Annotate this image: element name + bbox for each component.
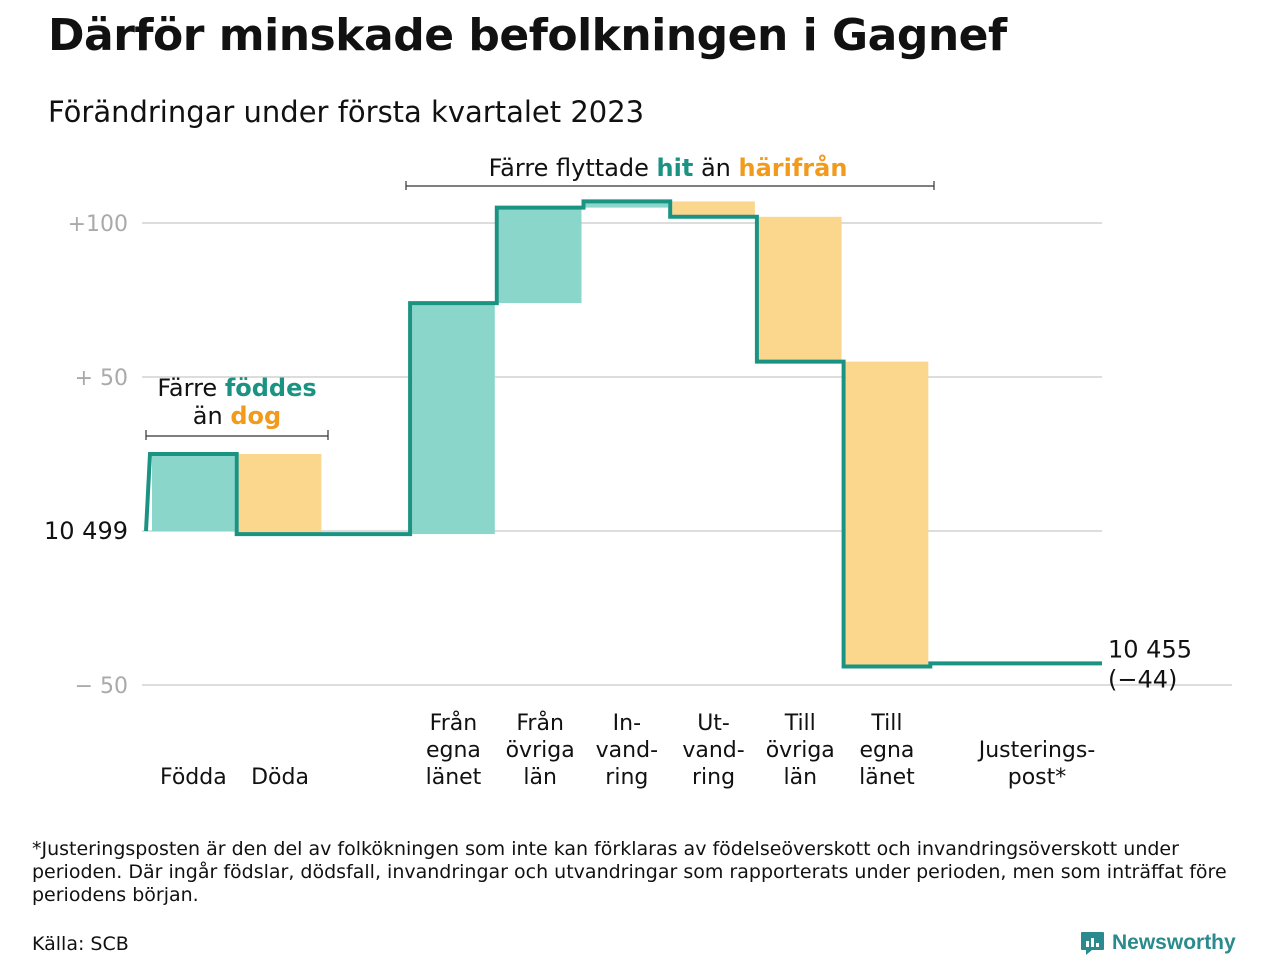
annotation-highlight-died: dog — [230, 402, 281, 430]
bar-increase — [498, 207, 582, 304]
newsworthy-logo-icon — [1081, 931, 1104, 955]
y-tick-label: + 50 — [75, 366, 128, 391]
x-axis-labels: Födda DödaFrånegnalänetFrånövrigalänIn-va… — [160, 710, 1095, 790]
x-category-label: övriga — [766, 738, 835, 763]
x-category-label: Födda — [160, 765, 227, 790]
annotation-bracket-births — [145, 430, 329, 440]
source-label: Källa: SCB — [32, 933, 129, 955]
x-category-label: län — [783, 765, 817, 790]
brand-name: Newsworthy — [1112, 931, 1236, 954]
annotation-highlight-out: härifrån — [739, 153, 848, 182]
x-category-label: Ut- — [697, 711, 730, 736]
annotation-births-line1: Färre föddes — [157, 374, 316, 402]
y-tick-label: +100 — [68, 212, 128, 237]
end-value-label: 10 455 — [1108, 635, 1192, 663]
bar-decrease — [758, 216, 842, 362]
x-category-label: Justerings- — [977, 738, 1096, 763]
bar-decrease — [238, 454, 322, 535]
y-axis-tick-labels: +100 + 50 − 50 — [68, 212, 128, 699]
x-category-label: länet — [859, 765, 915, 790]
annotation-highlight-in: hit — [657, 154, 694, 182]
waterfall-chart: +100+ 50− 50 Födda DödaFrånegnalänetFrånö… — [44, 153, 1232, 790]
x-category-label: ring — [692, 765, 735, 790]
x-category-label: vand- — [682, 738, 744, 763]
end-change-label: (−44) — [1108, 665, 1177, 693]
brand-logo: Newsworthy — [1079, 929, 1236, 957]
x-category-label: In- — [613, 711, 641, 736]
gridlines — [142, 222, 1232, 686]
x-category-label: Från — [430, 710, 478, 736]
bar-increase — [412, 303, 495, 535]
x-category-label: ring — [605, 765, 648, 790]
annotations: Färre föddes än dog Färre flyttade hit ä… — [145, 153, 935, 440]
x-category-label: Från — [516, 710, 564, 736]
bars — [152, 201, 929, 667]
step-line-layer — [144, 199, 1102, 669]
x-category-label: län — [523, 765, 557, 790]
annotation-highlight-born: föddes — [225, 374, 317, 402]
x-category-label: Till — [870, 711, 902, 736]
x-category-label: post* — [1008, 765, 1067, 790]
start-value-label: 10 499 — [44, 517, 128, 545]
annotation-births-line2: än dog — [193, 402, 281, 430]
chart-title: Därför minskade befolkningen i Gagnef — [48, 10, 1007, 61]
chart-subtitle: Förändringar under första kvartalet 2023 — [48, 95, 645, 129]
bar-decrease — [845, 361, 929, 667]
step-line — [144, 199, 1102, 669]
annotation-migration: Färre flyttade hit än härifrån — [489, 153, 848, 182]
footnote: *Justeringsposten är den del av folkökni… — [32, 838, 1227, 906]
y-tick-label: − 50 — [75, 674, 128, 699]
x-category-label: länet — [426, 765, 482, 790]
x-category-label: egna — [859, 738, 914, 763]
x-category-label: vand- — [596, 738, 658, 763]
bar-increase — [152, 454, 235, 531]
annotation-bracket-migration — [405, 181, 935, 190]
x-category-label: övriga — [506, 738, 575, 763]
value-labels: 10 499 10 455(−44) — [44, 517, 1192, 693]
x-category-label: Döda — [251, 765, 309, 790]
x-category-label: egna — [426, 738, 481, 763]
bar-increase — [585, 201, 669, 208]
x-category-label: Till — [784, 711, 816, 736]
bar-decrease — [672, 201, 755, 217]
